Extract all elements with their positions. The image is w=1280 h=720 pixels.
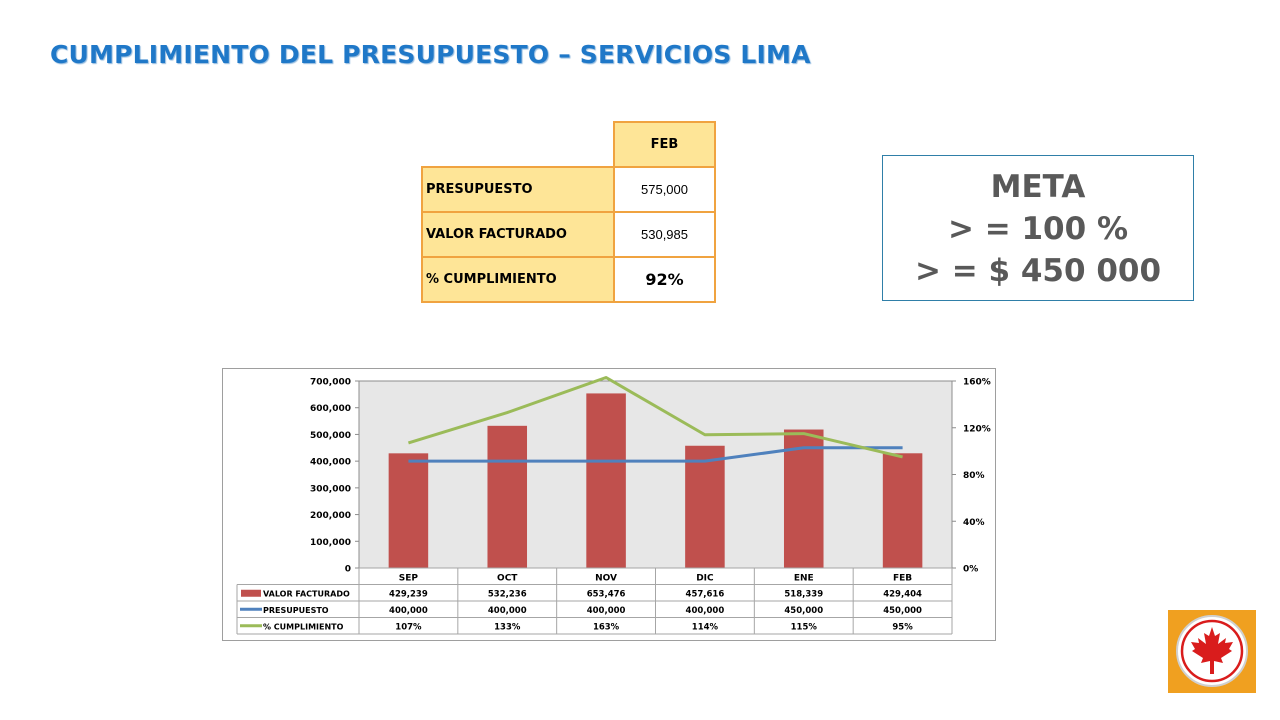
y-right-tick-label: 120% (963, 424, 991, 434)
line-presupuesto (408, 446, 903, 463)
combo-chart: 0 100,000 200,000 300,000 400,000 500,000 600,… (236, 375, 991, 635)
meta-heading: META (990, 169, 1086, 205)
bar-valor-facturado (783, 429, 824, 568)
bar-valor-facturado (388, 453, 429, 568)
table-value: 429,404 (883, 589, 922, 599)
table-value: 400,000 (686, 606, 725, 616)
table-value: 429,239 (389, 589, 428, 599)
legend-key-valor-facturado (241, 589, 261, 597)
line-cumplimiento (407, 375, 903, 459)
bar-valor-facturado (882, 453, 923, 568)
legend-series-name: VALOR FACTURADO (263, 589, 350, 598)
table-value: 107% (395, 622, 422, 632)
table-value: 450,000 (784, 606, 823, 616)
table-value: 450,000 (883, 606, 922, 616)
chart-container: 0 100,000 200,000 300,000 400,000 500,000 600,… (222, 368, 996, 641)
y-right-tick-label: 0% (963, 565, 978, 575)
x-category-label: DIC (696, 574, 714, 584)
table-value: 532,236 (488, 589, 527, 599)
table-value: 400,000 (587, 606, 626, 616)
table-value: 115% (791, 622, 818, 632)
table-value: 653,476 (587, 589, 626, 599)
table-value: 133% (494, 622, 521, 632)
table-value: 518,339 (784, 589, 823, 599)
legend-series-name: % CUMPLIMIENTO (263, 622, 344, 631)
y-left-tick-label: 500,000 (310, 431, 351, 441)
bar-valor-facturado (487, 425, 528, 568)
y-left-tick-label: 0 (345, 565, 351, 575)
kpi-value-valor-facturado: 530,985 (613, 211, 716, 258)
kpi-row: % CUMPLIMIENTO 92% (421, 256, 716, 303)
plot-area (358, 380, 953, 569)
kpi-table: FEB PRESUPUESTO 575,000 VALOR FACTURADO … (421, 121, 716, 303)
x-category-label: ENE (794, 574, 814, 584)
kpi-row: PRESUPUESTO 575,000 (421, 166, 716, 213)
kpi-value-cumplimiento: 92% (613, 256, 716, 303)
kpi-label-valor-facturado: VALOR FACTURADO (421, 211, 615, 258)
kpi-corner-cell (422, 122, 614, 167)
page-title: CUMPLIMIENTO DEL PRESUPUESTO – SERVICIOS… (50, 40, 811, 69)
legend-series-name: PRESUPUESTO (263, 606, 329, 615)
table-value: 457,616 (686, 589, 725, 599)
y-left-tick-label: 100,000 (310, 538, 351, 548)
maple-leaf-icon (1176, 615, 1248, 687)
kpi-label-cumplimiento: % CUMPLIMIENTO (421, 256, 615, 303)
meta-percent-target: > = 100 % (947, 211, 1129, 247)
table-value: 400,000 (389, 606, 428, 616)
y-left-tick-label: 300,000 (310, 484, 351, 494)
kpi-label-presupuesto: PRESUPUESTO (421, 166, 615, 213)
kpi-row: VALOR FACTURADO 530,985 (421, 211, 716, 258)
x-category-label: FEB (893, 574, 912, 584)
table-value: 163% (593, 622, 620, 632)
x-category-label: NOV (595, 574, 617, 584)
x-category-label: OCT (497, 574, 518, 584)
kpi-month-header: FEB (613, 121, 716, 168)
y-left-tick-label: 200,000 (310, 511, 351, 521)
kpi-header-row: FEB (422, 121, 716, 168)
y-right-tick-label: 80% (963, 471, 985, 481)
meta-box: META > = 100 % > = $ 450 000 (882, 155, 1194, 301)
table-value: 400,000 (488, 606, 527, 616)
y-right-tick-label: 160% (963, 378, 991, 388)
meta-amount-target: > = $ 450 000 (914, 253, 1162, 289)
table-value: 95% (892, 622, 913, 632)
y-left-tick-label: 600,000 (310, 404, 351, 414)
y-left-tick-label: 700,000 (310, 378, 351, 388)
table-value: 114% (692, 622, 719, 632)
x-category-label: SEP (399, 574, 419, 584)
bar-valor-facturado (685, 445, 725, 568)
y-right-tick-label: 40% (963, 518, 985, 528)
company-logo (1168, 610, 1256, 693)
y-left-tick-label: 400,000 (310, 458, 351, 468)
kpi-value-presupuesto: 575,000 (613, 166, 716, 213)
bar-valor-facturado (586, 393, 626, 568)
